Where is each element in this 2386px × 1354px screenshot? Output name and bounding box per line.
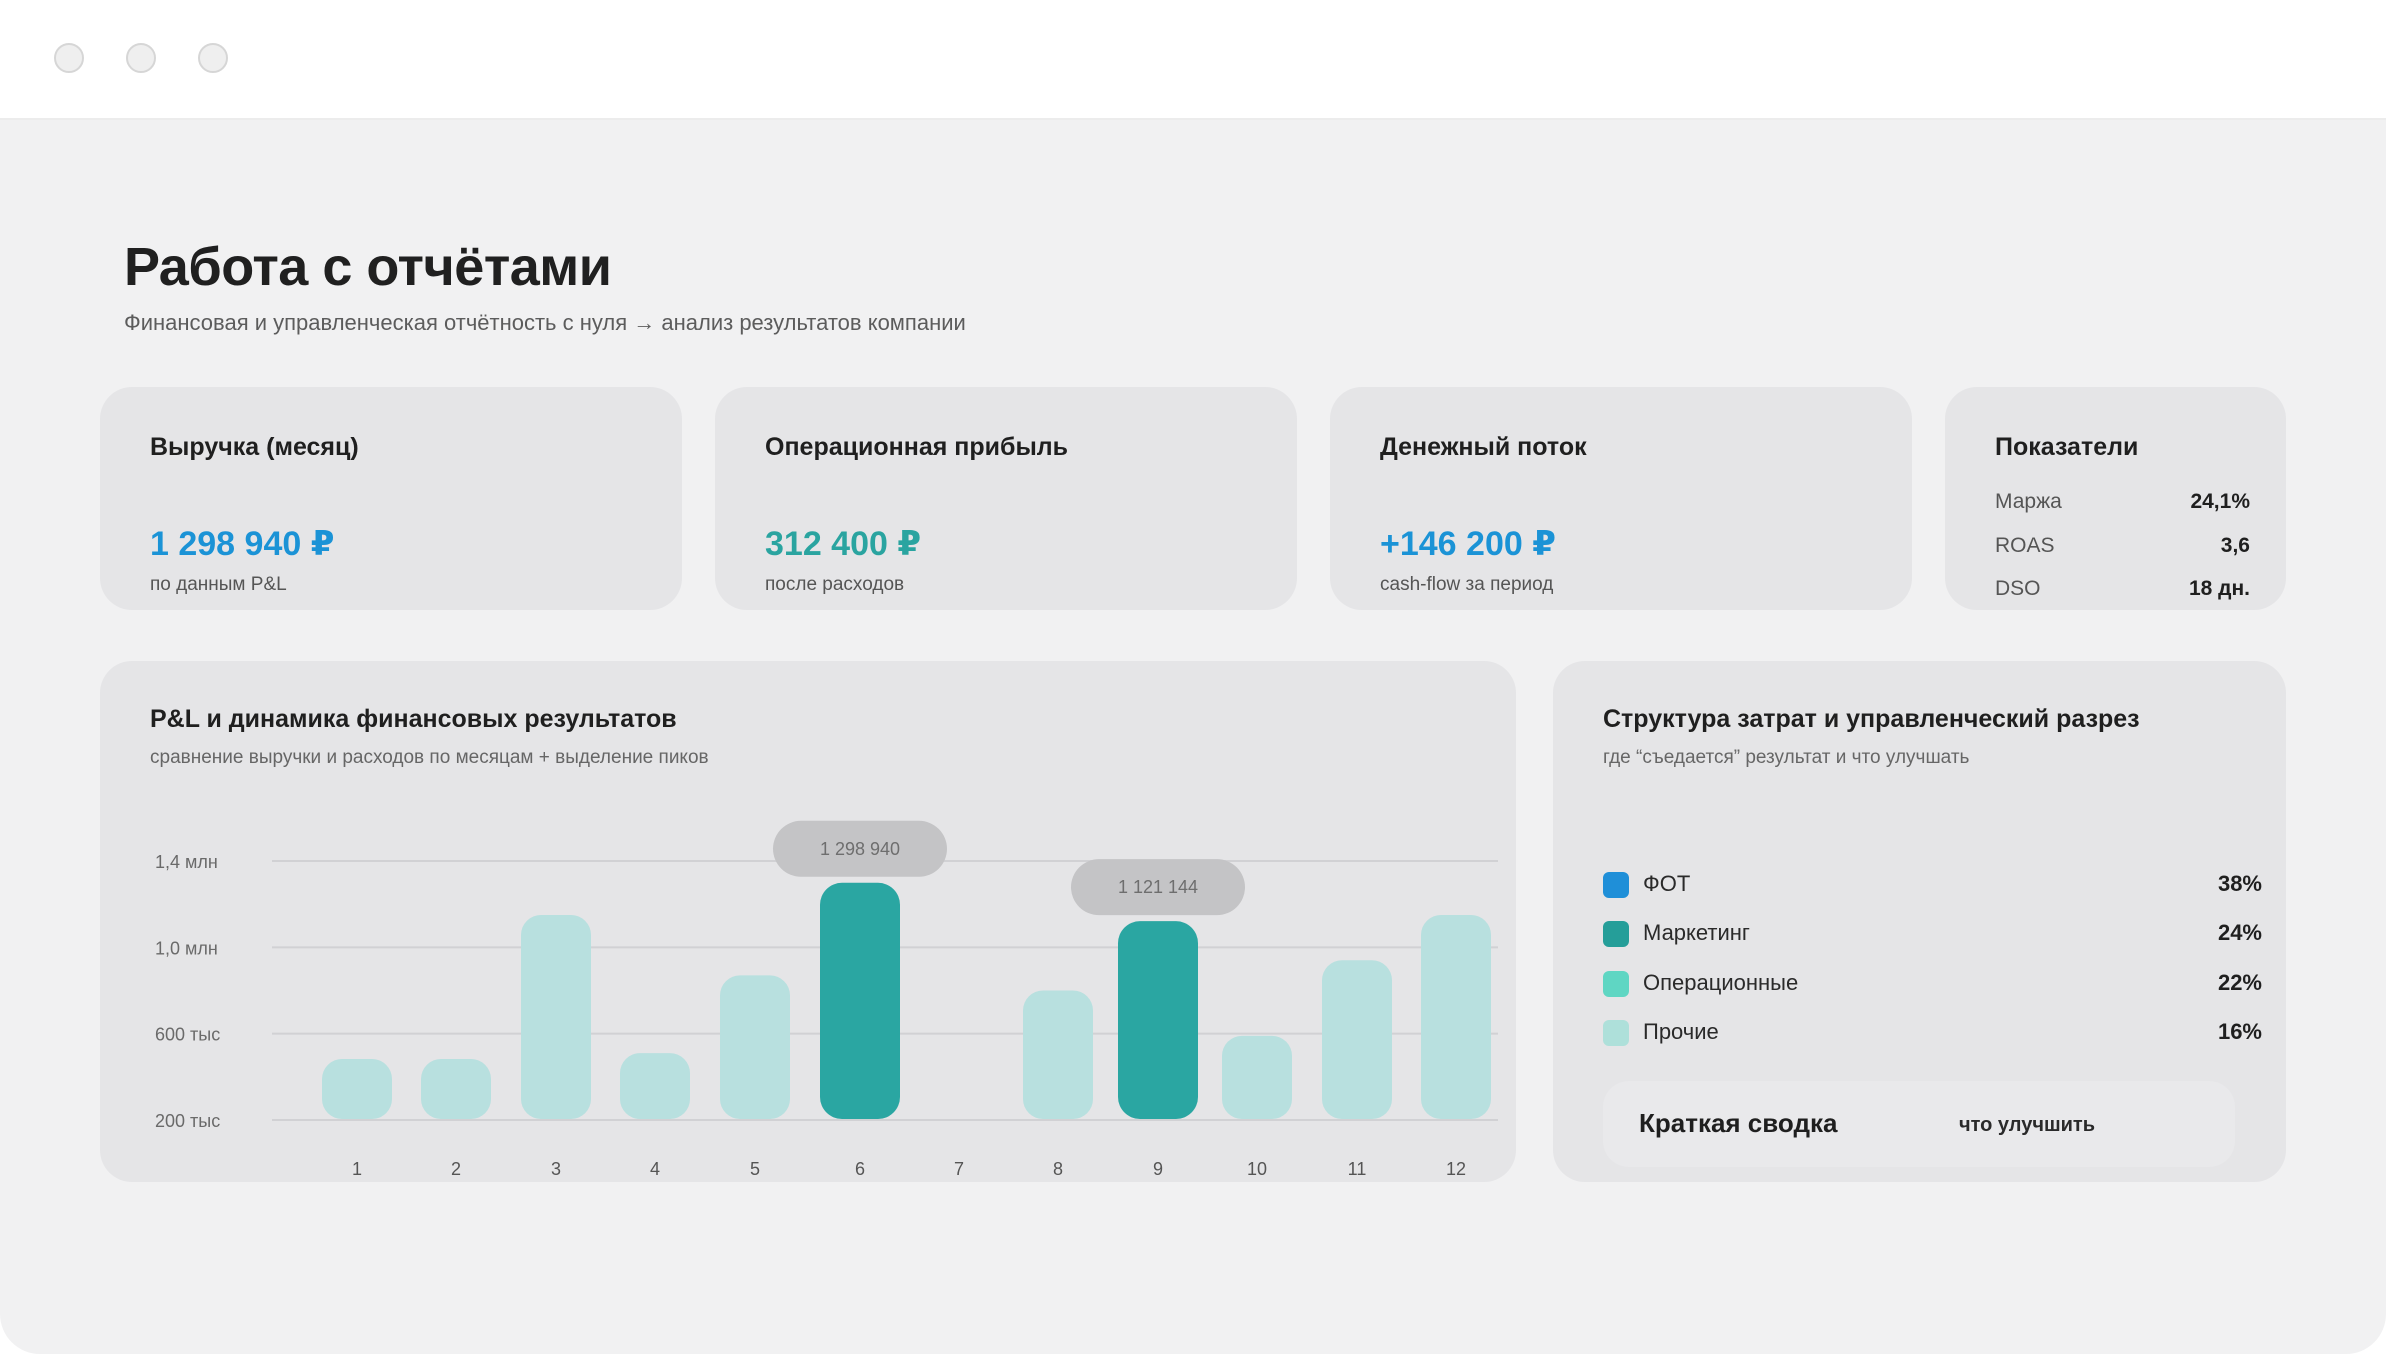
x-tick-label: 2: [451, 1159, 461, 1179]
kpi-card-cash-flow[interactable]: Денежный поток +146 200 ₽ cash-flow за п…: [1330, 387, 1912, 610]
kpi-value: +146 200 ₽: [1380, 525, 1556, 563]
y-tick-label: 1,4 млн: [155, 852, 218, 872]
legend-swatch: [1603, 921, 1629, 947]
legend-value: 22%: [2217, 970, 2262, 995]
legend-label: Маркетинг: [1643, 920, 1750, 945]
metric-row-dso: DSO 18 дн.: [1995, 577, 2250, 607]
page-title: Работа с отчётами: [124, 237, 612, 297]
kpi-card-revenue[interactable]: Выручка (месяц) 1 298 940 ₽ по данным P&…: [100, 387, 682, 610]
chart-bar: [1023, 990, 1093, 1119]
x-tick-label: 11: [1348, 1159, 1367, 1179]
kpi-value: 312 400 ₽: [765, 525, 922, 563]
cost-panel-subtitle: где “съедается” результат и что улучшать: [1603, 747, 1970, 768]
legend-item-operational: Операционные 22%: [1603, 969, 2262, 999]
chart-bar: [620, 1053, 690, 1119]
cost-structure-panel: Структура затрат и управленческий разрез…: [1553, 661, 2286, 1182]
summary-improve-link[interactable]: что улучшить: [1959, 1114, 2096, 1136]
kpi-title: Выручка (месяц): [150, 433, 359, 461]
page-subtitle: Финансовая и управленческая отчётность с…: [124, 310, 966, 335]
window-titlebar: [0, 0, 2386, 120]
metric-value: 18 дн.: [2188, 577, 2250, 600]
chart-bar: [720, 975, 790, 1119]
y-tick-label: 600 тыс: [155, 1025, 220, 1045]
chart-bar: [1222, 1035, 1292, 1119]
metric-value: 24,1%: [2190, 490, 2250, 513]
x-tick-label: 6: [855, 1159, 865, 1179]
legend-label: ФОТ: [1643, 871, 1691, 896]
kpi-note: после расходов: [765, 574, 905, 595]
kpi-card-operating-profit[interactable]: Операционная прибыль 312 400 ₽ после рас…: [715, 387, 1297, 610]
metric-label: Маржа: [1995, 490, 2062, 513]
x-tick-label: 7: [954, 1159, 964, 1179]
window-close-button[interactable]: [54, 43, 84, 73]
kpi-title: Операционная прибыль: [765, 433, 1069, 461]
y-tick-label: 200 тыс: [155, 1111, 220, 1131]
kpi-title: Денежный поток: [1380, 433, 1587, 461]
metrics-title: Показатели: [1995, 433, 2139, 461]
legend-swatch: [1603, 1020, 1629, 1046]
pl-panel-subtitle: сравнение выручки и расходов по месяцам …: [150, 747, 709, 768]
window-maximize-button[interactable]: [198, 43, 228, 73]
metric-label: ROAS: [1995, 534, 2055, 557]
kpi-value: 1 298 940 ₽: [150, 525, 335, 563]
legend-item-marketing: Маркетинг 24%: [1603, 919, 2262, 949]
legend-label: Прочие: [1643, 1019, 1719, 1044]
metrics-card[interactable]: Показатели Маржа 24,1% ROAS 3,6 DSO 18 д…: [1945, 387, 2286, 610]
summary-box[interactable]: Краткая сводка что улучшить: [1603, 1081, 2235, 1167]
x-tick-label: 5: [750, 1159, 760, 1179]
kpi-note: по данным P&L: [150, 574, 287, 595]
x-tick-label: 12: [1446, 1159, 1466, 1179]
legend-swatch: [1603, 971, 1629, 997]
x-tick-label: 8: [1053, 1159, 1063, 1179]
metric-row-roas: ROAS 3,6: [1995, 534, 2250, 564]
window-minimize-button[interactable]: [126, 43, 156, 73]
bar-annotation-pill: [1071, 859, 1245, 916]
bar-annotation-label: 1 121 144: [1118, 877, 1198, 897]
metric-value: 3,6: [2220, 534, 2250, 557]
metric-row-margin: Маржа 24,1%: [1995, 490, 2250, 520]
y-tick-label: 1,0 млн: [155, 938, 218, 958]
kpi-note: cash-flow за период: [1380, 574, 1554, 595]
chart-bar: [1118, 921, 1198, 1119]
x-tick-label: 4: [650, 1159, 660, 1179]
x-tick-label: 9: [1153, 1159, 1163, 1179]
legend-item-fot: ФОТ 38%: [1603, 870, 2262, 900]
chart-bar: [1322, 960, 1392, 1119]
legend-value: 24%: [2217, 920, 2262, 945]
chart-bar: [820, 882, 900, 1119]
summary-title: Краткая сводка: [1639, 1108, 1838, 1138]
x-tick-label: 1: [352, 1159, 362, 1179]
x-tick-label: 10: [1247, 1159, 1267, 1179]
legend-label: Операционные: [1643, 970, 1799, 995]
pl-panel-title: P&L и динамика финансовых результатов: [150, 705, 677, 733]
chart-bar: [421, 1059, 491, 1119]
pl-chart-panel: 200 тыс 600 тыс 1,0 млн 1,4 млн 1 2 3 4 5 6 7 8 9 10 1…: [100, 661, 1516, 1182]
x-tick-label: 3: [551, 1159, 561, 1179]
legend-value: 16%: [2217, 1019, 2262, 1044]
bar-annotation-label: 1 298 940: [820, 839, 900, 859]
chart-bar: [1421, 914, 1491, 1119]
chart-bar: [521, 914, 591, 1119]
cost-panel-title: Структура затрат и управленческий разрез: [1603, 705, 2140, 733]
bar-annotation-pill: [773, 820, 947, 877]
metric-label: DSO: [1995, 577, 2041, 600]
legend-item-other: Прочие 16%: [1603, 1018, 2262, 1048]
legend-swatch: [1603, 872, 1629, 898]
legend-value: 38%: [2217, 871, 2262, 896]
chart-bar: [322, 1059, 392, 1119]
